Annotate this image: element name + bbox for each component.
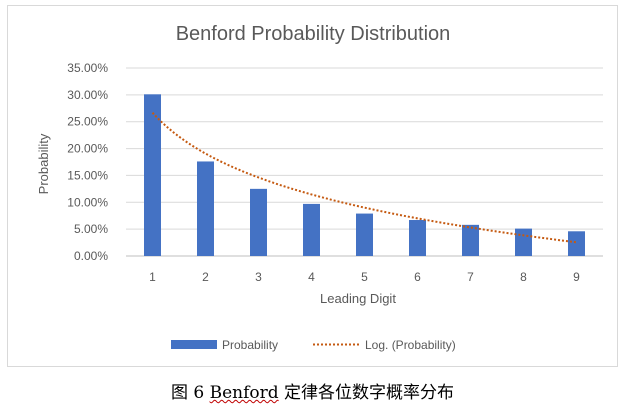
bars — [144, 94, 585, 256]
caption-suffix: 定律各位数字概率分布 — [278, 383, 455, 403]
y-axis-ticks: 0.00% 5.00% 10.00% 15.00% 20.00% 25.00% 30.00%… — [67, 61, 108, 263]
bar-digit-4 — [303, 203, 320, 256]
chart-title: Benford Probability Distribution — [176, 23, 451, 45]
bar-digit-1 — [144, 94, 161, 256]
bar-digit-2 — [197, 161, 214, 256]
chart-frame: Benford Probability Distribution 0.00% 5.… — [7, 5, 618, 367]
chart-svg: Benford Probability Distribution 0.00% 5.… — [36, 23, 603, 352]
y-tick-label: 35.00% — [67, 61, 108, 75]
y-tick-label: 25.00% — [67, 115, 108, 129]
y-tick-label: 10.00% — [67, 195, 108, 209]
figure-caption: 图 6 Benford 定律各位数字概率分布 — [0, 378, 625, 403]
x-tick-label: 8 — [520, 270, 527, 284]
x-tick-label: 1 — [149, 270, 156, 284]
x-tick-label: 2 — [202, 270, 209, 284]
x-tick-label: 4 — [308, 270, 315, 284]
bar-digit-9 — [568, 231, 585, 256]
legend-label-log-trendline: Log. (Probability) — [365, 338, 456, 352]
x-axis-title: Leading Digit — [320, 291, 396, 306]
x-tick-label: 5 — [361, 270, 368, 284]
x-tick-label: 9 — [573, 270, 580, 284]
y-tick-label: 0.00% — [74, 249, 108, 263]
x-tick-label: 3 — [255, 270, 262, 284]
x-tick-label: 6 — [414, 270, 421, 284]
bar-digit-7 — [462, 224, 479, 256]
bar-digit-5 — [356, 213, 373, 256]
y-axis-title: Probability — [36, 133, 51, 194]
y-tick-label: 20.00% — [67, 142, 108, 156]
legend-label-probability: Probability — [222, 338, 278, 352]
caption-prefix: 图 6 — [170, 383, 210, 403]
legend: Probability Log. (Probability) — [171, 338, 456, 352]
bar-digit-3 — [250, 188, 267, 256]
x-tick-label: 7 — [467, 270, 474, 284]
bar-digit-8 — [515, 228, 532, 256]
bar-digit-6 — [409, 220, 426, 256]
legend-bar-swatch — [171, 340, 217, 349]
y-tick-label: 5.00% — [74, 222, 108, 236]
caption-underlined-term: Benford — [209, 383, 279, 403]
x-axis-ticks: 1 2 3 4 5 6 7 8 9 — [149, 270, 580, 284]
y-tick-label: 15.00% — [67, 168, 108, 182]
y-tick-label: 30.00% — [67, 88, 108, 102]
